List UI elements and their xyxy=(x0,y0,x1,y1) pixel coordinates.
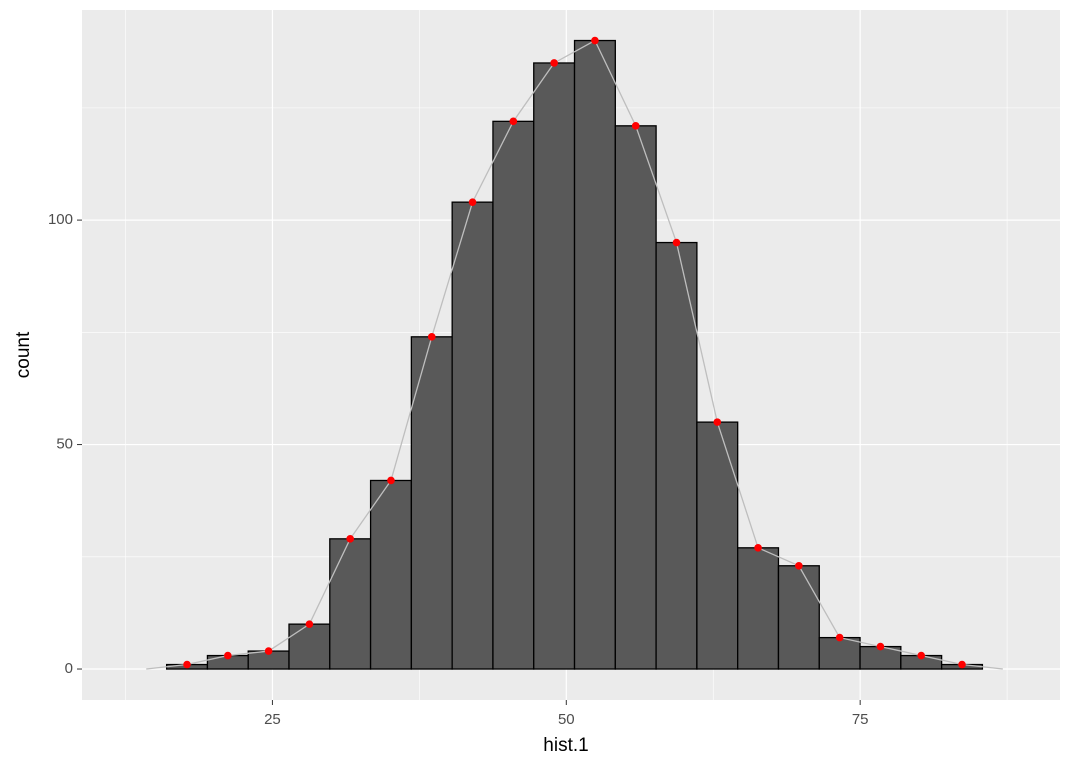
freqpoly-point xyxy=(224,651,232,660)
bar xyxy=(492,120,535,670)
freqpoly-point xyxy=(835,633,844,642)
bar xyxy=(696,421,739,670)
bar xyxy=(573,39,616,670)
freqpoly-point xyxy=(754,544,762,552)
freqpoly-point xyxy=(427,333,436,341)
freqpoly xyxy=(186,39,963,666)
freqpoly-point xyxy=(305,620,314,628)
y-tick-label: 100 xyxy=(48,211,73,228)
freqpoly-point xyxy=(591,36,599,45)
bar xyxy=(451,201,494,670)
freqpoly-point xyxy=(550,59,558,67)
freqpoly-point xyxy=(917,651,926,660)
x-axis-title: hist.1 xyxy=(543,735,588,756)
bar xyxy=(777,565,820,670)
freqpoly-point xyxy=(713,418,722,426)
bar xyxy=(737,547,780,670)
freqpoly-point xyxy=(183,660,191,669)
x-tick-label: 25 xyxy=(264,711,281,728)
y-axis-title: count xyxy=(13,331,34,378)
freqpoly-point xyxy=(795,561,803,570)
y-tick-label: 50 xyxy=(56,436,73,453)
freqpoly-end xyxy=(961,663,1003,670)
freqpoly-end xyxy=(146,663,188,670)
freqpoly-point xyxy=(387,476,395,485)
freqpoly-point xyxy=(264,647,273,655)
x-tick-label: 50 xyxy=(558,711,575,728)
freqpoly-point xyxy=(509,117,518,126)
freqpoly-point xyxy=(958,660,966,669)
bar xyxy=(288,623,331,670)
bar xyxy=(655,241,698,670)
x-tick-label: 75 xyxy=(852,711,869,728)
bar xyxy=(369,479,413,670)
y-tick-label: 0 xyxy=(65,660,73,677)
freqpoly-point xyxy=(346,535,354,543)
bar xyxy=(329,538,372,670)
bar xyxy=(818,636,861,670)
bar xyxy=(533,62,576,670)
freqpoly-point xyxy=(876,642,885,651)
bar xyxy=(614,125,657,670)
freqpoly-point xyxy=(631,122,640,130)
freqpoly-point xyxy=(672,238,681,247)
marks xyxy=(146,36,1003,670)
freqpoly-point xyxy=(468,198,477,206)
bar xyxy=(410,336,453,670)
